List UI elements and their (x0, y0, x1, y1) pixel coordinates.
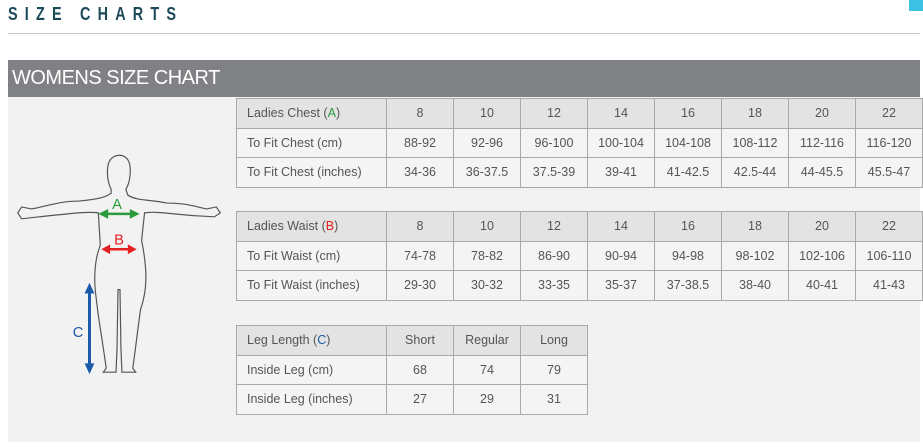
table-cell: 90-94 (587, 240, 655, 271)
table-cell: 34-36 (386, 157, 454, 188)
table-row: To Fit Chest (inches) 34-36 36-37.5 37.5-39… (236, 157, 923, 188)
table-cell: 74 (453, 354, 521, 385)
label-b: B (114, 232, 124, 248)
table-cell: 74-78 (386, 240, 454, 271)
table-cell: 29-30 (386, 270, 454, 301)
waist-arrow-icon (101, 244, 137, 255)
table-cell: 44-45.5 (788, 157, 856, 188)
table-cell: 78-82 (453, 240, 521, 271)
size-header: 20 (788, 211, 856, 242)
table-cell: 42.5-44 (721, 157, 789, 188)
table-cell: 94-98 (654, 240, 722, 271)
body-outline-icon (16, 154, 222, 373)
size-header: 8 (386, 211, 454, 242)
table-cell: 112-116 (788, 127, 856, 158)
table-cell: 36-37.5 (453, 157, 521, 188)
key-letter: A (327, 106, 336, 121)
label-c: C (73, 325, 84, 341)
table-cell: 100-104 (587, 127, 655, 158)
size-header: Long (520, 325, 588, 356)
table-cell: 45.5-47 (855, 157, 923, 188)
table-row: Inside Leg (inches) 27 29 31 (236, 384, 588, 415)
size-header: 18 (721, 98, 789, 129)
table-cell: 35-37 (587, 270, 655, 301)
size-header: 22 (855, 98, 923, 129)
table-cell: 108-112 (721, 127, 789, 158)
size-header: 20 (788, 98, 856, 129)
row-label: Inside Leg (inches) (236, 384, 387, 415)
size-header: 10 (453, 211, 521, 242)
row-label: To Fit Waist (inches) (236, 270, 387, 301)
size-header: Short (386, 325, 454, 356)
table-cell: 41-42.5 (654, 157, 722, 188)
table-cell: 116-120 (855, 127, 923, 158)
table-cell: 38-40 (721, 270, 789, 301)
row-label: To Fit Chest (cm) (236, 127, 387, 158)
size-header: 12 (520, 98, 588, 129)
table-header-row: Ladies Chest (A) 8 10 12 14 16 18 20 22 (236, 98, 923, 129)
table-row: Inside Leg (cm) 68 74 79 (236, 354, 588, 385)
leg-arrow-icon (84, 282, 95, 375)
size-header: 12 (520, 211, 588, 242)
size-header: 14 (587, 211, 655, 242)
size-header: 8 (386, 98, 454, 129)
body-figure: A B C (16, 154, 222, 375)
size-header: 16 (654, 98, 722, 129)
table-cell: 96-100 (520, 127, 588, 158)
table-cell: 102-106 (788, 240, 856, 271)
leg-table: Leg Length (C) Short Regular Long Inside Leg… (236, 325, 588, 415)
header-label: Leg Length (C) (236, 325, 387, 356)
section-title: WOMENS SIZE CHART (8, 60, 920, 97)
table-header-row: Ladies Waist (B) 8 10 12 14 16 18 20 22 (236, 211, 923, 242)
header-label: Ladies Waist (B) (236, 211, 387, 242)
chest-table: Ladies Chest (A) 8 10 12 14 16 18 20 22 To Fit Ch… (236, 98, 923, 188)
row-label: To Fit Chest (inches) (236, 157, 387, 188)
table-cell: 86-90 (520, 240, 588, 271)
size-header: 18 (721, 211, 789, 242)
size-header: 10 (453, 98, 521, 129)
chest-arrow-icon (98, 208, 140, 219)
table-cell: 39-41 (587, 157, 655, 188)
table-cell: 37-38.5 (654, 270, 722, 301)
size-header: 22 (855, 211, 923, 242)
size-header: Regular (453, 325, 521, 356)
table-row: To Fit Waist (inches) 29-30 30-32 33-35 35-3… (236, 270, 923, 301)
table-cell: 68 (386, 354, 454, 385)
table-cell: 41-43 (855, 270, 923, 301)
table-cell: 98-102 (721, 240, 789, 271)
size-header: 14 (587, 98, 655, 129)
table-cell: 106-110 (855, 240, 923, 271)
row-label: Inside Leg (cm) (236, 354, 387, 385)
table-cell: 40-41 (788, 270, 856, 301)
row-label: To Fit Waist (cm) (236, 240, 387, 271)
table-cell: 88-92 (386, 127, 454, 158)
table-cell: 27 (386, 384, 454, 415)
key-letter: B (325, 219, 335, 234)
label-a: A (112, 197, 122, 213)
divider (8, 33, 920, 34)
table-cell: 79 (520, 354, 588, 385)
table-cell: 104-108 (654, 127, 722, 158)
table-cell: 92-96 (453, 127, 521, 158)
waist-table: Ladies Waist (B) 8 10 12 14 16 18 20 22 To Fit Wa… (236, 211, 923, 301)
table-cell: 31 (520, 384, 588, 415)
page-title: SIZE CHARTS (8, 4, 184, 24)
table-row: To Fit Chest (cm) 88-92 92-96 96-100 100-104… (236, 127, 923, 158)
size-header: 16 (654, 211, 722, 242)
table-cell: 33-35 (520, 270, 588, 301)
table-cell: 37.5-39 (520, 157, 588, 188)
table-header-row: Leg Length (C) Short Regular Long (236, 325, 588, 356)
key-letter: C (317, 333, 327, 348)
header-label: Ladies Chest (A) (236, 98, 387, 129)
accent-block (909, 0, 923, 11)
table-cell: 30-32 (453, 270, 521, 301)
table-cell: 29 (453, 384, 521, 415)
table-row: To Fit Waist (cm) 74-78 78-82 86-90 90-94 94-… (236, 240, 923, 271)
